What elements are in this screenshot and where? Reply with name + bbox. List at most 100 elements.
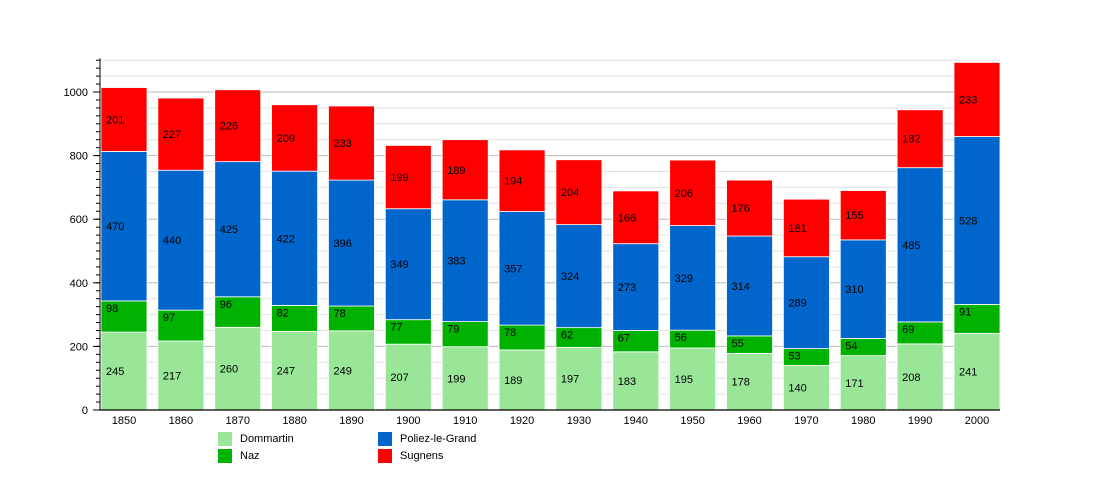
data-label: 440	[163, 235, 181, 247]
bar-segment-sugnens	[555, 159, 603, 226]
bar-segment-naz	[100, 300, 148, 333]
data-label: 357	[504, 263, 522, 275]
bar-segment-sugnens	[214, 89, 262, 163]
y-tick-label: 800	[70, 151, 88, 163]
bar-segment-poliez-le-grand	[214, 161, 262, 298]
bar-segment-poliez-le-grand	[328, 179, 375, 307]
data-label: 98	[106, 303, 118, 315]
bar-segment-sugnens	[157, 97, 205, 171]
bar-segment-sugnens	[271, 104, 319, 172]
legend-label: Dommartin	[240, 433, 294, 445]
data-label: 199	[390, 172, 408, 184]
bar-segment-sugnens	[726, 179, 773, 237]
data-label: 289	[788, 298, 806, 310]
data-label: 383	[447, 256, 465, 268]
bar-segment-poliez-le-grand	[157, 169, 205, 311]
data-label: 77	[390, 322, 402, 334]
bar-segment-poliez-le-grand	[726, 235, 773, 337]
legend-naz: Naz	[218, 449, 260, 463]
bar-segment-dommartin	[441, 346, 489, 411]
x-tick-label: 1920	[510, 415, 534, 427]
x-tick-label: 1880	[282, 415, 306, 427]
data-label: 69	[902, 324, 914, 336]
data-label: 91	[959, 306, 971, 318]
bar-segment-sugnens	[612, 190, 660, 245]
legend-swatch	[378, 432, 392, 446]
data-label: 176	[732, 203, 750, 215]
bar-segment-dommartin	[498, 349, 546, 411]
bar-segment-sugnens	[441, 139, 489, 201]
data-label: 189	[447, 165, 465, 177]
data-label: 181	[788, 223, 806, 235]
data-label: 241	[959, 367, 977, 379]
x-tick-label: 1890	[339, 415, 363, 427]
data-label: 260	[220, 364, 238, 376]
data-label: 197	[561, 374, 579, 386]
data-label: 204	[561, 187, 579, 199]
data-label: 55	[732, 338, 744, 350]
data-label: 199	[447, 373, 465, 385]
x-tick-label: 1870	[225, 415, 249, 427]
x-tick-label: 1950	[680, 415, 704, 427]
data-label: 201	[106, 115, 124, 127]
data-label: 78	[333, 308, 345, 320]
legend-poliez-le-grand: Poliez-le-Grand	[378, 432, 476, 446]
legend-label: Sugnens	[400, 450, 444, 462]
legend-swatch	[218, 432, 232, 446]
data-label: 208	[902, 372, 920, 384]
data-label: 310	[845, 284, 863, 296]
bar-segment-naz	[271, 304, 319, 332]
data-label: 485	[902, 240, 920, 252]
x-tick-label: 1970	[794, 415, 818, 427]
data-label: 78	[504, 327, 516, 339]
data-label: 209	[277, 133, 295, 145]
bar-segment-dommartin	[384, 343, 432, 411]
data-label: 54	[845, 340, 857, 352]
data-label: 171	[845, 378, 863, 390]
data-label: 273	[618, 282, 636, 294]
data-label: 56	[675, 332, 687, 344]
bar-segment-poliez-le-grand	[839, 239, 887, 339]
data-label: 245	[106, 366, 124, 378]
bar-segment-poliez-le-grand	[896, 167, 944, 323]
bar-segment-naz	[214, 296, 262, 328]
bar-segment-sugnens	[953, 62, 1001, 137]
legend-sugnens: Sugnens	[378, 449, 443, 463]
y-tick-label: 200	[70, 341, 88, 353]
x-tick-label: 1960	[737, 415, 761, 427]
bar-segment-poliez-le-grand	[100, 151, 148, 302]
data-label: 79	[447, 324, 459, 336]
data-label: 97	[163, 312, 175, 324]
data-label: 329	[675, 273, 693, 285]
x-tick-label: 1910	[453, 415, 477, 427]
bar-segment-sugnens	[896, 109, 944, 169]
data-label: 470	[106, 221, 124, 233]
bar-segment-poliez-le-grand	[783, 256, 830, 350]
data-label: 166	[618, 212, 636, 224]
data-label: 155	[845, 210, 863, 222]
data-label: 140	[788, 383, 806, 395]
bar-segment-sugnens	[839, 190, 887, 241]
bar-segment-poliez-le-grand	[271, 170, 319, 306]
bar-segment-dommartin	[157, 340, 205, 411]
x-tick-label: 1980	[851, 415, 875, 427]
bar-segment-naz	[384, 319, 432, 345]
y-tick-label: 400	[70, 278, 88, 290]
data-label: 233	[333, 138, 351, 150]
data-label: 194	[504, 176, 522, 188]
bar-segment-naz	[328, 305, 375, 332]
y-tick-label: 0	[82, 405, 88, 417]
x-tick-label: 1850	[112, 415, 136, 427]
bar-segment-sugnens	[498, 149, 546, 212]
data-label: 62	[561, 330, 573, 342]
data-label: 207	[390, 372, 408, 384]
bar-segment-dommartin	[555, 346, 603, 411]
data-label: 249	[333, 365, 351, 377]
x-tick-label: 1860	[169, 415, 193, 427]
legend-label: Naz	[240, 450, 260, 462]
x-tick-label: 2000	[965, 415, 989, 427]
data-label: 422	[277, 233, 295, 245]
bar-segment-dommartin	[839, 355, 887, 411]
bar-segment-poliez-le-grand	[669, 225, 717, 331]
legend-dommartin: Dommartin	[218, 432, 294, 446]
